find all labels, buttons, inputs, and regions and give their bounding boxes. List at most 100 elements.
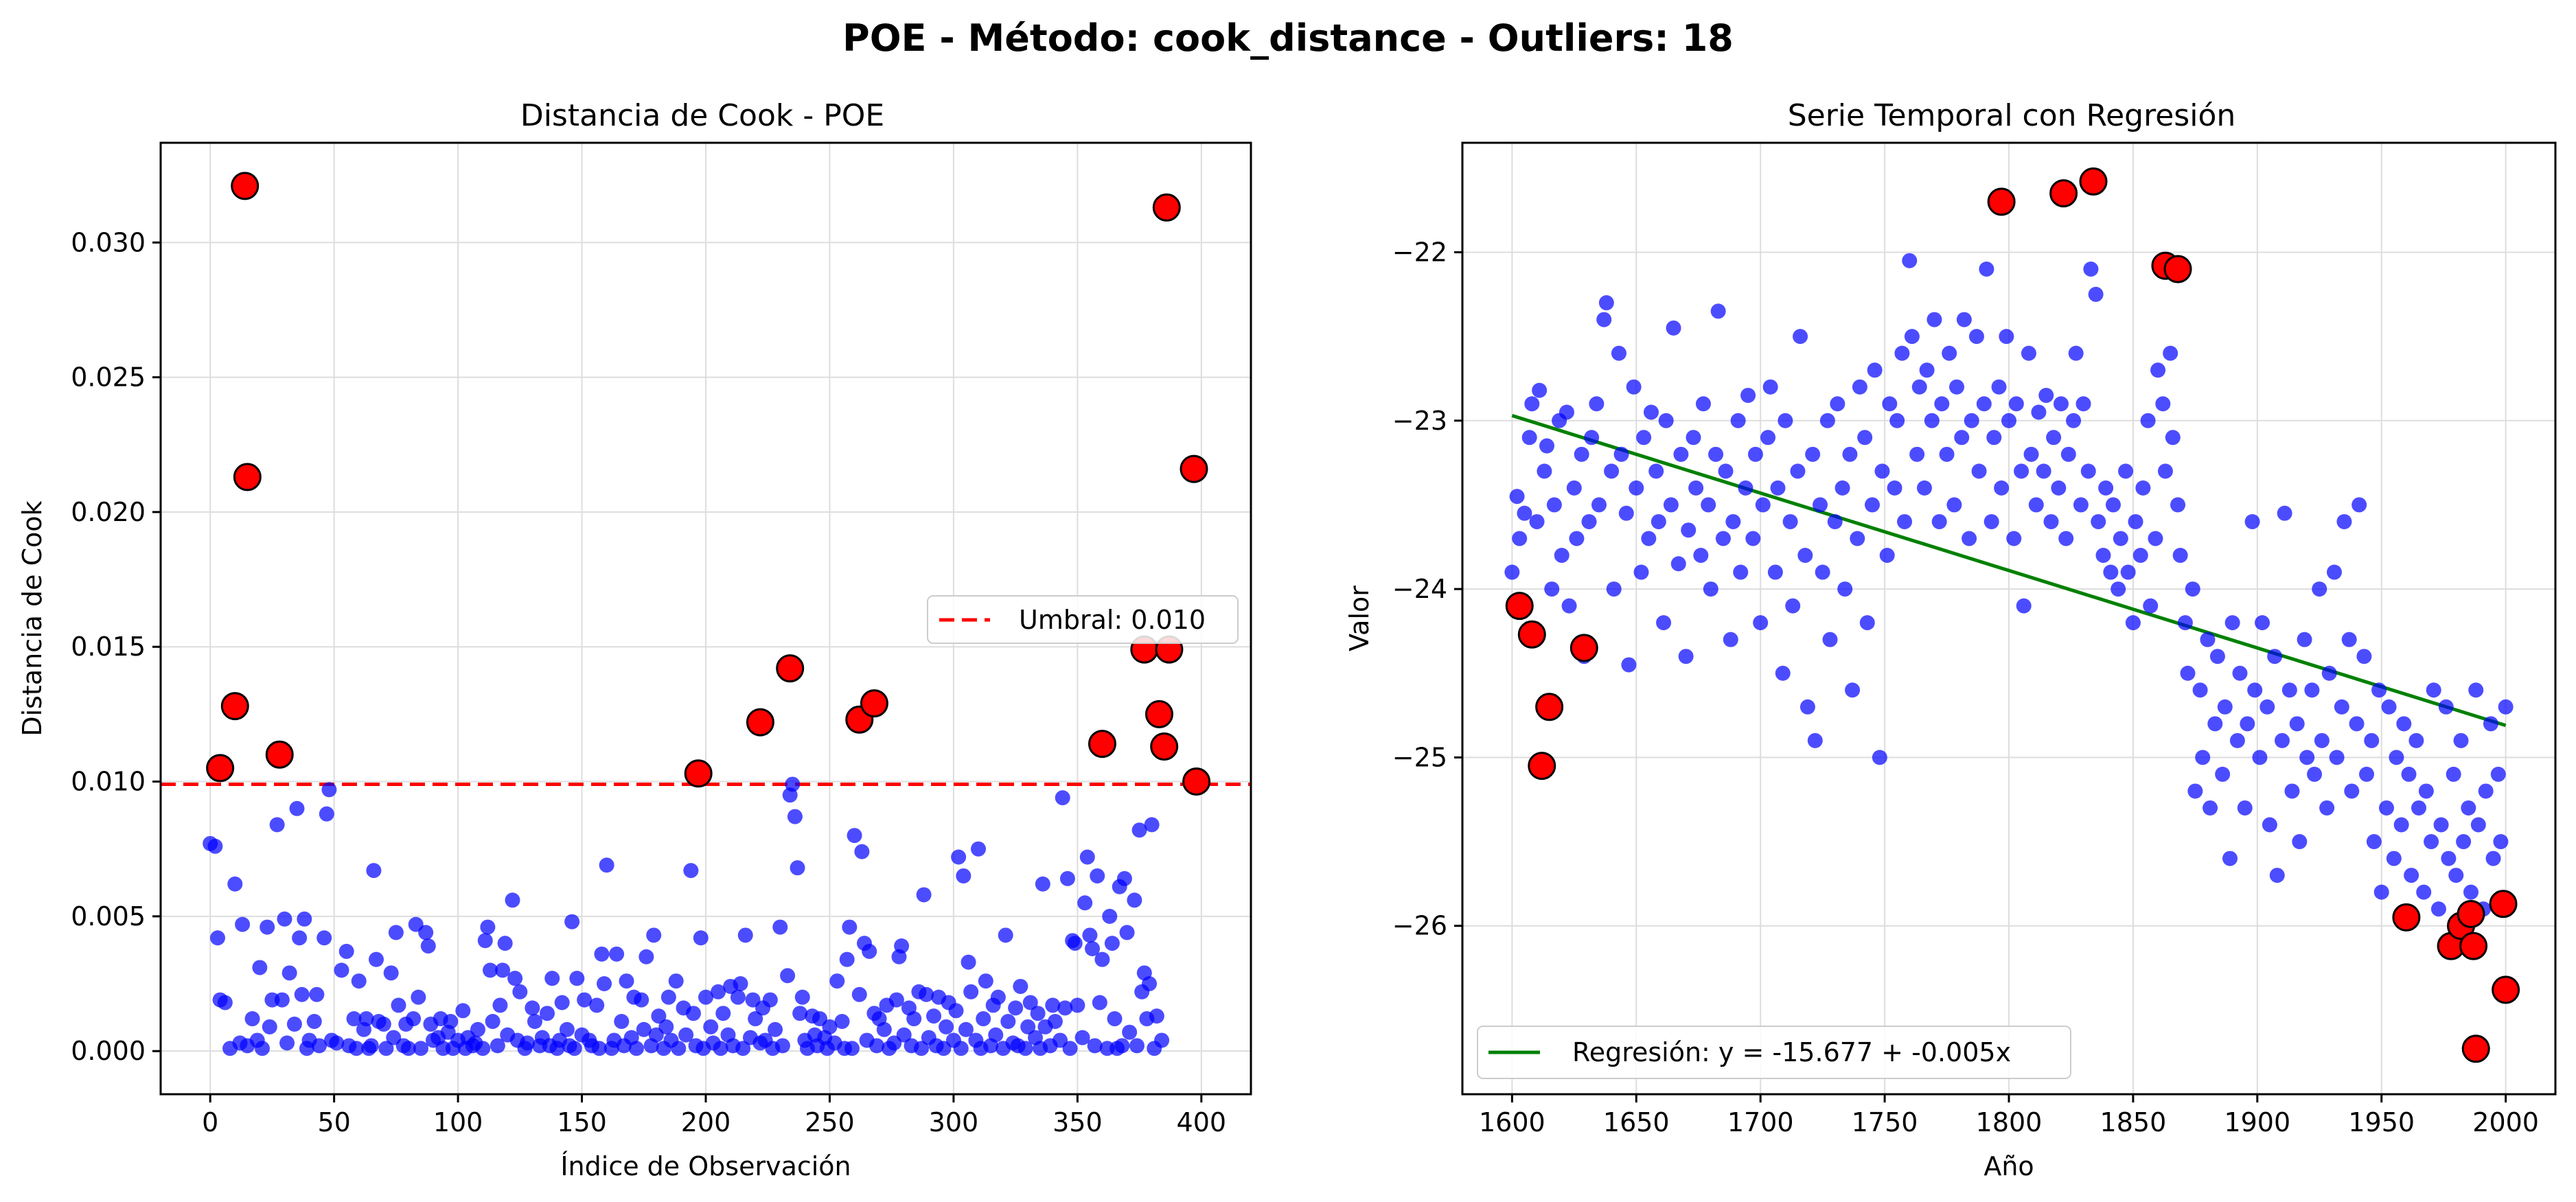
data-point <box>564 914 580 929</box>
y-tick-label: −26 <box>1392 911 1447 941</box>
data-point <box>2075 396 2091 412</box>
data-point <box>329 1035 345 1051</box>
data-point <box>2001 413 2016 428</box>
data-point <box>698 989 713 1005</box>
data-point <box>2016 598 2032 614</box>
y-tick-label: −24 <box>1392 574 1447 604</box>
data-point <box>1753 615 1769 631</box>
data-point <box>2209 649 2225 664</box>
time-series-panel: Serie Temporal con Regresión 1600 1650 170… <box>1344 98 2557 1181</box>
data-point <box>1008 1000 1024 1016</box>
data-point <box>1986 430 2002 446</box>
legend-regression-label: Regresión: y = -15.677 + -0.005x <box>1572 1037 2011 1067</box>
data-point <box>2461 800 2476 816</box>
timeseries-points <box>1504 167 2520 1063</box>
data-point <box>1799 699 1815 715</box>
data-point <box>1611 345 1626 361</box>
data-point <box>2373 884 2389 900</box>
data-point <box>210 930 226 946</box>
x-tick-label: 1650 <box>1603 1107 1670 1137</box>
data-point <box>2441 851 2457 866</box>
data-point <box>2118 463 2134 479</box>
data-point <box>1618 505 1634 521</box>
outlier-point <box>1182 767 1211 796</box>
data-point <box>490 1038 505 1054</box>
data-point <box>443 1013 459 1029</box>
data-point <box>2148 531 2163 546</box>
data-point <box>418 925 434 940</box>
data-point <box>554 995 570 1010</box>
data-point <box>2125 615 2141 631</box>
data-point <box>1673 446 1689 462</box>
data-point <box>252 960 268 975</box>
outlier-point <box>1152 193 1181 222</box>
data-point <box>1651 513 1666 529</box>
data-point <box>792 1006 808 1021</box>
data-point <box>2240 716 2255 732</box>
data-point <box>619 973 634 989</box>
data-point <box>338 943 354 959</box>
data-point <box>876 1021 892 1037</box>
data-point <box>1730 413 1746 428</box>
data-point <box>207 838 223 854</box>
data-point <box>1867 362 1883 378</box>
data-point <box>260 919 275 935</box>
data-point <box>1045 997 1061 1013</box>
data-point <box>2165 430 2181 446</box>
outlier-point <box>1535 693 1564 721</box>
data-point <box>2430 901 2446 917</box>
data-point <box>2091 513 2106 529</box>
data-point <box>976 1011 991 1027</box>
x-tick-label: 2000 <box>2472 1107 2539 1137</box>
data-point <box>1740 387 1756 403</box>
data-point <box>2088 286 2104 302</box>
data-point <box>772 919 788 935</box>
regression-line <box>1511 414 2507 728</box>
data-point <box>2478 783 2494 799</box>
timeseries-axis-ticks: 1600 1650 1700 1750 1800 1850 1900 1950 2000 −26 −… <box>1392 237 2539 1137</box>
data-point <box>507 971 523 986</box>
outlier-point <box>746 708 774 737</box>
timeseries-legend-box <box>1477 1026 2071 1079</box>
data-point <box>1939 446 1955 462</box>
data-point <box>1090 868 1105 883</box>
timeseries-x-label: Año <box>1983 1151 2034 1181</box>
data-point <box>363 1038 379 1054</box>
data-point <box>1850 531 1865 546</box>
data-point <box>2426 682 2441 698</box>
data-point <box>235 916 251 932</box>
data-point <box>475 1041 491 1056</box>
data-point <box>2334 699 2349 715</box>
x-tick-label: 1750 <box>1852 1107 1918 1137</box>
data-point <box>2036 463 2051 479</box>
outlier-point <box>684 759 713 788</box>
data-point <box>1976 396 1992 412</box>
data-point <box>2396 716 2412 732</box>
data-point <box>2498 699 2514 715</box>
outlier-point <box>2492 975 2520 1004</box>
data-point <box>2132 548 2148 564</box>
data-point <box>306 1013 322 1029</box>
data-point <box>1882 396 1898 412</box>
data-point <box>1094 951 1110 967</box>
data-point <box>525 1000 540 1016</box>
data-point <box>919 986 934 1002</box>
data-point <box>1643 404 1659 420</box>
data-point <box>2281 682 2297 698</box>
data-point <box>1621 657 1637 673</box>
data-point <box>1778 413 1793 428</box>
data-point <box>1077 895 1093 911</box>
data-point <box>1539 438 1555 454</box>
data-point <box>956 868 971 883</box>
data-point <box>346 1011 362 1027</box>
data-point <box>988 1027 1004 1043</box>
data-point <box>2344 783 2360 799</box>
data-point <box>2192 682 2208 698</box>
data-point <box>1529 513 1545 529</box>
data-point <box>2463 884 2479 900</box>
data-point <box>2008 396 2024 412</box>
data-point <box>470 1021 485 1037</box>
outlier-point <box>2049 179 2078 208</box>
data-point <box>1544 581 1560 597</box>
data-point <box>2284 783 2300 799</box>
